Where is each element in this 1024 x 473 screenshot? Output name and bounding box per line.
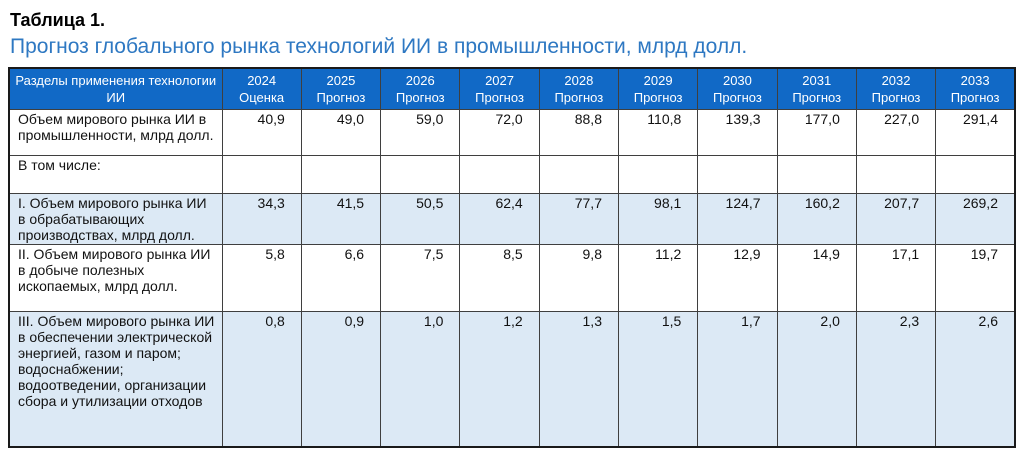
header-year: 2030 xyxy=(722,72,752,88)
header-year: 2024 xyxy=(247,72,277,88)
value-cell: 6,6 xyxy=(300,243,382,312)
value-cell: 9,8 xyxy=(538,243,619,312)
header-type: Прогноз xyxy=(950,89,1000,105)
row-label: I. Объем мирового рынка ИИ в обрабатываю… xyxy=(8,192,223,245)
table-row: II. Объем мирового рынка ИИ в добыче пол… xyxy=(8,243,1016,312)
header-year: 2032 xyxy=(881,72,911,88)
value-cell: 207,7 xyxy=(855,192,937,245)
header-cell-sections: Разделы применения технологии ИИ xyxy=(8,67,223,110)
value-cell xyxy=(776,154,857,194)
value-cell: 2,3 xyxy=(855,310,937,448)
header-year: 2031 xyxy=(802,72,832,88)
value-cell: 11,2 xyxy=(617,243,699,312)
value-cell: 5,8 xyxy=(221,243,302,312)
table-row: Объем мирового рынка ИИ в промышленности… xyxy=(8,108,1016,156)
row-label: В том числе: xyxy=(8,154,223,194)
value-cell xyxy=(459,154,540,194)
header-type: Прогноз xyxy=(792,89,842,105)
header-year: 2029 xyxy=(643,72,673,88)
value-cell xyxy=(538,154,619,194)
value-cell: 1,3 xyxy=(538,310,619,448)
value-cell xyxy=(855,154,937,194)
value-cell: 227,0 xyxy=(855,108,937,156)
value-cell: 2,0 xyxy=(776,310,857,448)
header-year: 2033 xyxy=(960,72,990,88)
value-cell: 1,0 xyxy=(380,310,461,448)
value-cell: 14,9 xyxy=(776,243,857,312)
value-cell: 19,7 xyxy=(935,243,1016,312)
header-type: Прогноз xyxy=(633,89,683,105)
header-year: 2028 xyxy=(564,72,594,88)
value-cell: 0,9 xyxy=(300,310,382,448)
value-cell: 12,9 xyxy=(697,243,778,312)
value-cell: 50,5 xyxy=(380,192,461,245)
value-cell: 41,5 xyxy=(300,192,382,245)
header-type: Оценка xyxy=(239,89,285,105)
value-cell: 77,7 xyxy=(538,192,619,245)
value-cell: 88,8 xyxy=(538,108,619,156)
value-cell: 8,5 xyxy=(459,243,540,312)
value-cell xyxy=(221,154,302,194)
value-cell: 1,7 xyxy=(697,310,778,448)
value-cell: 110,8 xyxy=(617,108,699,156)
value-cell: 124,7 xyxy=(697,192,778,245)
value-cell: 49,0 xyxy=(300,108,382,156)
header-type: Прогноз xyxy=(871,89,921,105)
value-cell: 1,5 xyxy=(617,310,699,448)
header-cell-year-2032: 2032 Прогноз xyxy=(855,67,937,110)
table-row: III. Объем мирового рынка ИИ в обеспечен… xyxy=(8,310,1016,448)
value-cell: 17,1 xyxy=(855,243,937,312)
header-row: Разделы применения технологии ИИ 2024 Оце… xyxy=(8,67,1016,110)
value-cell: 72,0 xyxy=(459,108,540,156)
value-cell: 291,4 xyxy=(935,108,1016,156)
header-cell-year-2029: 2029 Прогноз xyxy=(617,67,699,110)
ai-market-forecast-table: Разделы применения технологии ИИ 2024 Оце… xyxy=(8,67,1016,448)
header-year: 2026 xyxy=(405,72,435,88)
table-body: Объем мирового рынка ИИ в промышленности… xyxy=(8,108,1016,448)
header-cell-year-2026: 2026 Прогноз xyxy=(380,67,461,110)
table-row: I. Объем мирового рынка ИИ в обрабатываю… xyxy=(8,192,1016,245)
value-cell xyxy=(935,154,1016,194)
table-title: Прогноз глобального рынка технологий ИИ … xyxy=(10,35,748,58)
table-number-label: Таблица 1. xyxy=(10,10,106,30)
header-type: Прогноз xyxy=(713,89,762,105)
header-cell-year-2027: 2027 Прогноз xyxy=(459,67,540,110)
header-cell-year-2033: 2033 Прогноз xyxy=(935,67,1016,110)
header-cell-year-2031: 2031 Прогноз xyxy=(776,67,857,110)
value-cell: 160,2 xyxy=(776,192,857,245)
value-cell: 59,0 xyxy=(380,108,461,156)
value-cell: 1,2 xyxy=(459,310,540,448)
header-cell-year-2028: 2028 Прогноз xyxy=(538,67,619,110)
header-year: 2025 xyxy=(326,72,356,88)
value-cell: 269,2 xyxy=(935,192,1016,245)
value-cell xyxy=(300,154,382,194)
value-cell: 98,1 xyxy=(617,192,699,245)
value-cell xyxy=(380,154,461,194)
row-label: II. Объем мирового рынка ИИ в добыче пол… xyxy=(8,243,223,312)
value-cell xyxy=(617,154,699,194)
header-type: Прогноз xyxy=(316,89,366,105)
header-cell-year-2030: 2030 Прогноз xyxy=(697,67,778,110)
value-cell: 2,6 xyxy=(935,310,1016,448)
header-year: 2027 xyxy=(485,72,514,88)
value-cell: 0,8 xyxy=(221,310,302,448)
table-row: В том числе: xyxy=(8,154,1016,194)
row-label: III. Объем мирового рынка ИИ в обеспечен… xyxy=(8,310,223,448)
value-cell: 62,4 xyxy=(459,192,540,245)
value-cell: 7,5 xyxy=(380,243,461,312)
value-cell: 139,3 xyxy=(697,108,778,156)
value-cell xyxy=(697,154,778,194)
header-cell-year-2024: 2024 Оценка xyxy=(221,67,302,110)
header-type: Прогноз xyxy=(395,89,445,105)
value-cell: 177,0 xyxy=(776,108,857,156)
header-type: Прогноз xyxy=(554,89,604,105)
value-cell: 40,9 xyxy=(221,108,302,156)
header-cell-year-2025: 2025 Прогноз xyxy=(300,67,382,110)
row-label: Объем мирового рынка ИИ в промышленности… xyxy=(8,108,223,156)
header-type: Прогноз xyxy=(475,89,524,105)
value-cell: 34,3 xyxy=(221,192,302,245)
